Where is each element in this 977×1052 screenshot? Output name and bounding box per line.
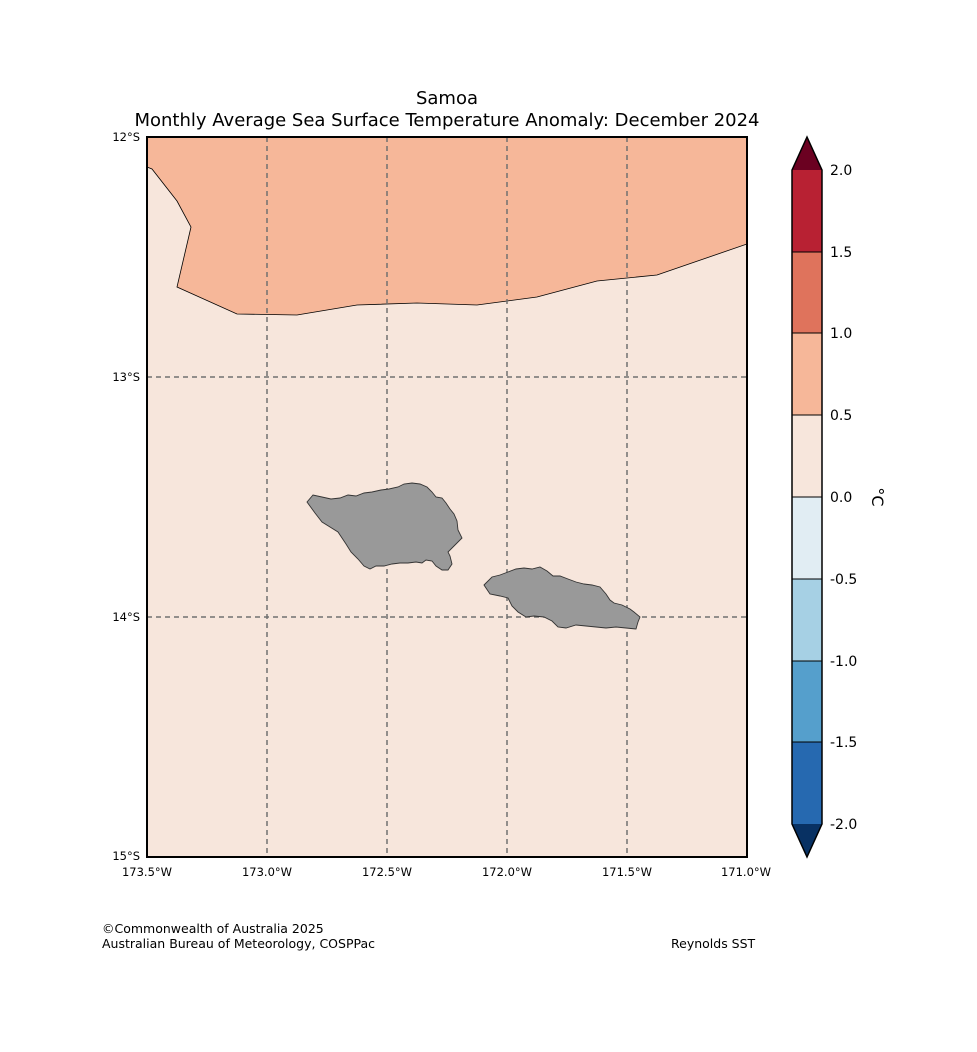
organization-text: Australian Bureau of Meteorology, COSPPa… bbox=[102, 936, 375, 951]
colorbar-over-arrow bbox=[792, 137, 822, 170]
colorbar-tick-label: 0.0 bbox=[830, 490, 852, 506]
lon-tick-label: 173.0°W bbox=[242, 865, 292, 879]
lat-axis-labels: 12°S 13°S 14°S 15°S bbox=[112, 130, 140, 863]
colorbar-outline bbox=[791, 135, 823, 859]
colorbar-tick-label: -2.0 bbox=[830, 817, 857, 833]
colorbar: 2.0 1.5 1.0 0.5 0.0 -0.5 -1.0 -1.5 -2.0 … bbox=[791, 135, 887, 859]
colorbar-bin bbox=[792, 252, 822, 333]
map-title: Samoa bbox=[415, 88, 479, 109]
lat-tick-label: 12°S bbox=[112, 130, 140, 144]
map-subtitle: Monthly Average Sea Surface Temperature … bbox=[134, 110, 760, 131]
colorbar-tick-label: 1.0 bbox=[830, 326, 852, 342]
lon-tick-label: 171.0°W bbox=[721, 865, 771, 879]
lat-tick-label: 15°S bbox=[112, 849, 140, 863]
island-savaii bbox=[306, 482, 463, 571]
island-upolu bbox=[483, 566, 641, 630]
lon-tick-label: 172.5°W bbox=[362, 865, 412, 879]
colorbar-unit-label: °C bbox=[868, 487, 887, 506]
colorbar-bin bbox=[792, 333, 822, 415]
colorbar-bin bbox=[792, 579, 822, 661]
map-frame bbox=[146, 136, 748, 858]
footer-credits: ©Commonwealth of Australia 2025 Australi… bbox=[102, 921, 375, 951]
data-source-text: Reynolds SST bbox=[671, 936, 756, 951]
colorbar-bin bbox=[792, 170, 822, 252]
colorbar-tick-label: -1.5 bbox=[830, 735, 857, 751]
lon-tick-label: 171.5°W bbox=[602, 865, 652, 879]
colorbar-tick-label: 2.0 bbox=[830, 163, 852, 179]
colorbar-bin bbox=[792, 742, 822, 824]
colorbar-bin bbox=[792, 497, 822, 579]
lat-tick-label: 13°S bbox=[112, 370, 140, 384]
lon-tick-label: 172.0°W bbox=[482, 865, 532, 879]
colorbar-tick-label: -1.0 bbox=[830, 654, 857, 670]
lon-axis-labels: 173.5°W 173.0°W 172.5°W 172.0°W 171.5°W … bbox=[122, 865, 771, 879]
copyright-text: ©Commonwealth of Australia 2025 bbox=[102, 921, 324, 936]
colorbar-bin bbox=[792, 415, 822, 497]
map-panel bbox=[146, 136, 748, 858]
lon-tick-label: 173.5°W bbox=[122, 865, 172, 879]
colorbar-bin bbox=[792, 661, 822, 742]
anomaly-region-high bbox=[146, 136, 748, 316]
colorbar-tick-label: -0.5 bbox=[830, 572, 857, 588]
colorbar-under-arrow bbox=[792, 824, 822, 857]
colorbar-tick-label: 1.5 bbox=[830, 245, 852, 261]
colorbar-tick-label: 0.5 bbox=[830, 408, 852, 424]
lat-tick-label: 14°S bbox=[112, 610, 140, 624]
